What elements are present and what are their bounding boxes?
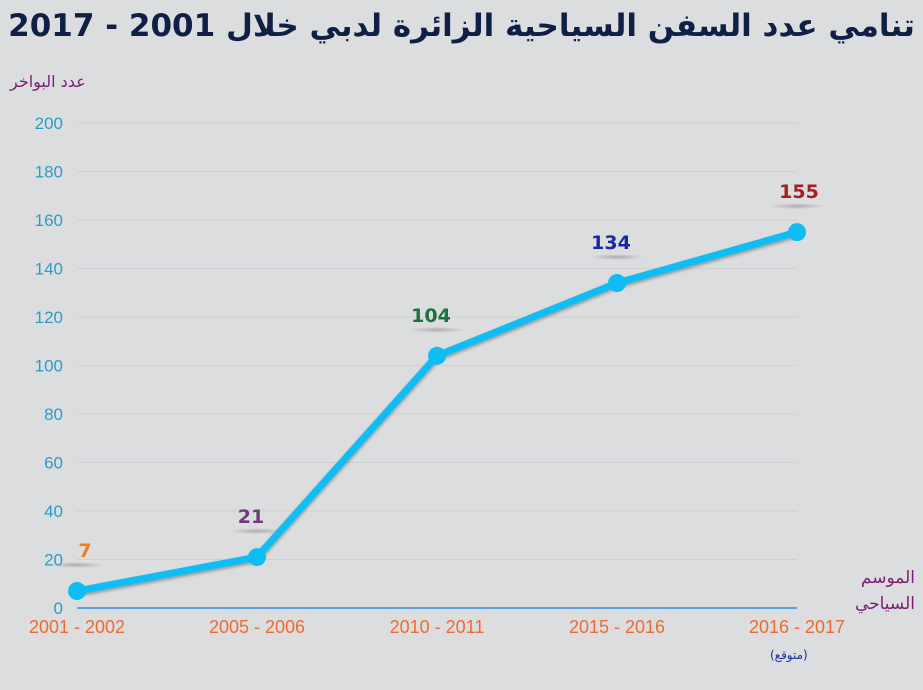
data-label-shadow [409,326,465,333]
data-point [428,346,446,365]
data-label: 155 [779,181,819,203]
series [68,223,806,601]
data-labels: 7 21 104 134 155 [49,181,825,569]
data-point [608,274,626,293]
y-tick-label: 80 [44,405,63,424]
data-label: 104 [411,305,451,327]
forecast-note: (متوقع) [770,648,808,662]
data-label-shadow [589,254,645,261]
x-tick-label: 2010 - 2011 [390,617,485,637]
y-tick-label: 120 [35,308,63,327]
y-tick-label: 180 [35,163,63,182]
data-label-shadow [769,203,825,210]
data-label-shadow [229,528,285,535]
y-tick-label: 0 [54,599,63,618]
y-tick-label: 200 [35,114,63,133]
series-line [73,228,801,595]
y-tick-label: 60 [44,454,63,473]
gridlines [77,122,797,560]
y-tick-label: 140 [35,260,63,279]
data-point [248,548,266,567]
x-ticks: 2001 - 2002 2005 - 2006 2010 - 2011 2015 - … [29,617,845,637]
data-label: 21 [238,506,264,528]
data-label: 7 [78,540,91,562]
data-point [788,223,806,242]
data-label-shadow [49,562,105,569]
x-tick-label: 2005 - 2006 [209,617,305,637]
x-tick-label: 2001 - 2002 [29,617,125,637]
y-axis-label: عدد البواخر [10,72,86,91]
x-axis-label: الموسم السياحي [854,568,915,614]
y-tick-label: 160 [35,211,63,230]
data-point [68,582,86,601]
x-tick-label: 2015 - 2016 [569,617,665,637]
y-tick-label: 40 [44,502,63,521]
x-tick-label: 2016 - 2017 [749,617,845,637]
data-label: 134 [591,232,631,254]
chart-title: تنامي عدد السفن السياحية الزائرة لدبي خل… [8,8,915,44]
y-tick-label: 100 [35,357,63,376]
